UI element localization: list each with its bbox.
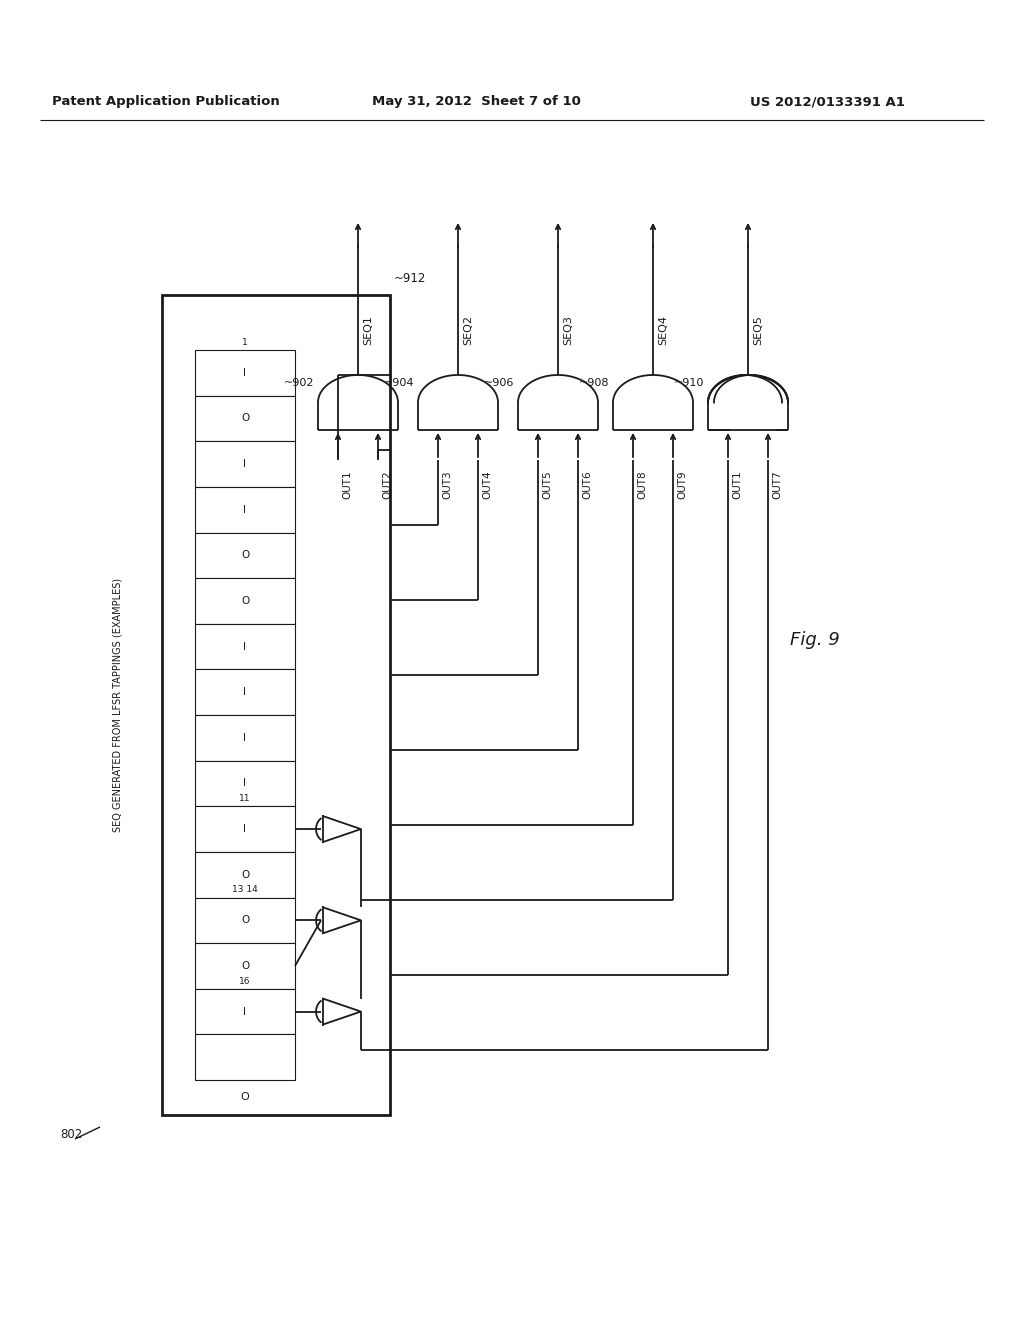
Text: ~912: ~912 bbox=[394, 272, 426, 285]
Text: ~904: ~904 bbox=[384, 379, 414, 388]
Text: OUT3: OUT3 bbox=[442, 470, 452, 499]
Text: OUT9: OUT9 bbox=[677, 470, 687, 499]
Text: OUT1: OUT1 bbox=[342, 470, 352, 499]
Bar bbox=[195, 898, 295, 942]
Bar bbox=[195, 487, 295, 532]
Text: I: I bbox=[244, 779, 247, 788]
Text: May 31, 2012  Sheet 7 of 10: May 31, 2012 Sheet 7 of 10 bbox=[372, 95, 581, 108]
Text: O: O bbox=[241, 550, 249, 560]
Text: US 2012/0133391 A1: US 2012/0133391 A1 bbox=[750, 95, 905, 108]
Text: ~908: ~908 bbox=[579, 379, 609, 388]
Text: OUT2: OUT2 bbox=[382, 470, 392, 499]
Text: I: I bbox=[244, 1007, 247, 1016]
Text: O: O bbox=[241, 870, 249, 879]
Bar bbox=[195, 942, 295, 989]
Text: OUT1: OUT1 bbox=[732, 470, 742, 499]
Text: 11: 11 bbox=[240, 795, 251, 804]
Bar bbox=[195, 851, 295, 898]
Text: 16: 16 bbox=[240, 977, 251, 986]
Text: Fig. 9: Fig. 9 bbox=[790, 631, 840, 649]
Text: O: O bbox=[241, 1092, 250, 1102]
Text: SEQ3: SEQ3 bbox=[563, 315, 573, 345]
Text: 802: 802 bbox=[60, 1129, 82, 1142]
Bar bbox=[195, 532, 295, 578]
Text: OUT6: OUT6 bbox=[582, 470, 592, 499]
Bar bbox=[706, 374, 790, 432]
Bar bbox=[195, 989, 295, 1035]
Bar bbox=[195, 715, 295, 760]
Text: SEQ1: SEQ1 bbox=[362, 315, 373, 345]
Text: I: I bbox=[244, 368, 247, 378]
Text: SEQ4: SEQ4 bbox=[658, 315, 668, 345]
Text: I: I bbox=[244, 504, 247, 515]
Bar bbox=[195, 441, 295, 487]
Text: I: I bbox=[244, 459, 247, 469]
Text: 13 14: 13 14 bbox=[232, 886, 258, 895]
Text: SEQ2: SEQ2 bbox=[463, 315, 473, 345]
Text: OUT7: OUT7 bbox=[772, 470, 782, 499]
Text: OUT5: OUT5 bbox=[542, 470, 552, 499]
Text: SEQ GENERATED FROM LFSR TAPPINGS (EXAMPLES): SEQ GENERATED FROM LFSR TAPPINGS (EXAMPL… bbox=[113, 578, 123, 832]
Bar bbox=[195, 624, 295, 669]
Text: Patent Application Publication: Patent Application Publication bbox=[52, 95, 280, 108]
Text: O: O bbox=[241, 413, 249, 424]
Text: ~910: ~910 bbox=[674, 379, 705, 388]
Text: ~902: ~902 bbox=[284, 379, 314, 388]
Text: O: O bbox=[241, 961, 249, 972]
Text: O: O bbox=[241, 595, 249, 606]
Text: I: I bbox=[244, 824, 247, 834]
Text: I: I bbox=[244, 642, 247, 652]
Text: O: O bbox=[241, 915, 249, 925]
Text: I: I bbox=[244, 688, 247, 697]
Bar bbox=[195, 669, 295, 715]
Bar bbox=[195, 760, 295, 807]
Bar bbox=[195, 350, 295, 396]
Text: SEQ5: SEQ5 bbox=[753, 315, 763, 345]
Text: ~906: ~906 bbox=[483, 379, 514, 388]
Bar bbox=[162, 294, 390, 1115]
Bar bbox=[195, 807, 295, 851]
Text: OUT4: OUT4 bbox=[482, 470, 492, 499]
Bar bbox=[195, 1035, 295, 1080]
Text: I: I bbox=[244, 733, 247, 743]
Bar bbox=[195, 578, 295, 624]
Text: 1: 1 bbox=[242, 338, 248, 347]
Text: OUT8: OUT8 bbox=[637, 470, 647, 499]
Bar bbox=[195, 396, 295, 441]
